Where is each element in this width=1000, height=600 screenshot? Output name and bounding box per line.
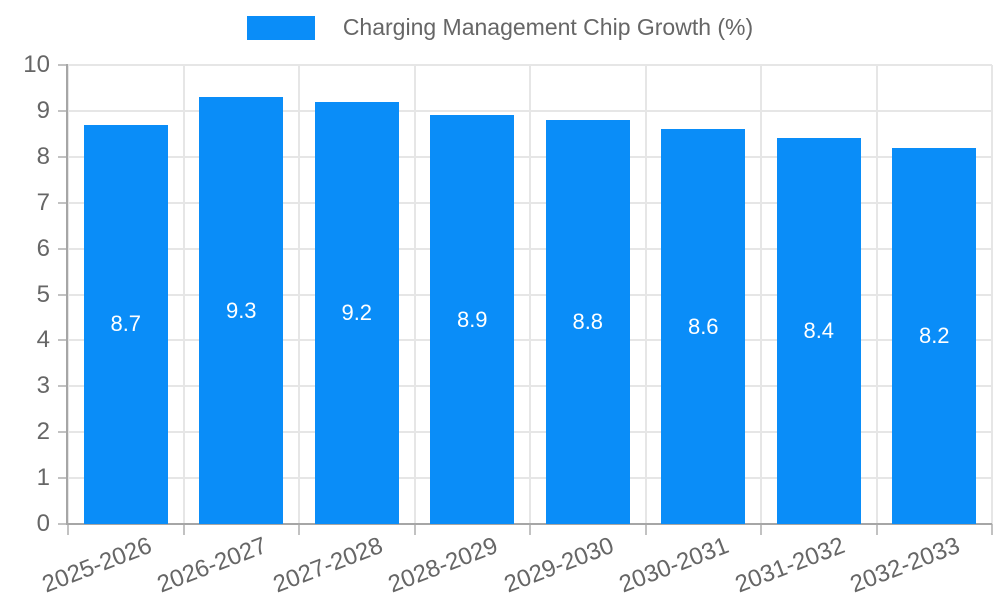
bar[interactable] (314, 101, 399, 524)
x-tick (529, 524, 531, 535)
legend-swatch (246, 15, 315, 40)
bar-value-label: 8.6 (687, 313, 719, 339)
y-axis-tick-label: 6 (36, 234, 50, 262)
bar-value-label: 8.8 (572, 309, 604, 335)
x-tick (991, 524, 993, 535)
x-tick (760, 524, 762, 535)
x-gridline (760, 65, 762, 524)
x-gridline (644, 65, 647, 524)
bar[interactable] (661, 129, 746, 524)
x-axis-tick-label: 2032-2033 (847, 532, 964, 599)
y-axis-tick-label: 2 (36, 418, 50, 446)
bar[interactable] (776, 138, 861, 524)
y-axis-tick-label: 8 (36, 142, 50, 170)
bar[interactable] (199, 97, 284, 524)
y-axis-tick-label: 4 (36, 326, 50, 354)
x-gridline (298, 65, 300, 524)
y-tick (58, 155, 68, 158)
y-axis-tick-label: 9 (36, 96, 50, 124)
x-axis-tick-label: 2030-2031 (616, 532, 733, 599)
bar[interactable] (430, 115, 515, 524)
bar-value-label: 8.9 (456, 306, 488, 332)
x-gridline (529, 65, 531, 524)
bar[interactable] (545, 120, 630, 524)
x-tick (413, 524, 416, 535)
y-axis-tick-label: 10 (23, 51, 50, 78)
y-tick (58, 523, 68, 525)
y-axis-tick-label: 0 (36, 510, 50, 537)
bar-value-label: 9.3 (225, 297, 257, 323)
x-tick (875, 524, 878, 535)
y-axis-tick-label: 1 (36, 464, 50, 492)
x-axis-line (66, 523, 992, 525)
y-axis-line (66, 64, 68, 525)
x-gridline (413, 65, 416, 524)
x-axis-tick-label: 2027-2028 (269, 532, 387, 599)
y-tick (58, 247, 68, 250)
x-axis-tick-label: 2028-2029 (385, 532, 502, 599)
bar[interactable] (892, 147, 977, 524)
bar-value-label: 8.7 (110, 311, 142, 337)
x-tick (298, 524, 300, 535)
bar-value-label: 8.4 (803, 318, 835, 344)
x-gridline (67, 65, 69, 524)
y-tick (58, 339, 68, 342)
x-tick (67, 524, 69, 535)
y-tick (58, 431, 68, 434)
y-axis-tick-label: 7 (36, 188, 50, 216)
x-axis-tick-label: 2026-2027 (154, 532, 271, 599)
y-axis-tick-label: 3 (36, 372, 50, 400)
x-tick (182, 524, 185, 535)
y-tick (58, 477, 68, 480)
chart-legend[interactable]: Charging Management Chip Growth (%) (0, 14, 1000, 41)
x-gridline (875, 65, 878, 524)
y-tick (58, 201, 68, 204)
legend-label: Charging Management Chip Growth (%) (342, 14, 754, 40)
y-tick (58, 293, 68, 296)
x-gridline (182, 65, 185, 524)
y-tick (58, 385, 68, 388)
y-tick (58, 64, 68, 66)
y-axis-tick-label: 5 (36, 280, 50, 308)
x-tick (644, 524, 647, 535)
x-gridline (991, 65, 993, 524)
bar-value-label: 8.2 (918, 322, 950, 348)
bar-value-label: 9.2 (341, 299, 373, 325)
x-axis-tick-label: 2029-2030 (500, 532, 618, 599)
x-axis-tick-label: 2031-2032 (731, 532, 849, 599)
y-tick (58, 109, 68, 112)
bar[interactable] (83, 124, 168, 524)
x-axis-tick-label: 2025-2026 (38, 532, 156, 599)
